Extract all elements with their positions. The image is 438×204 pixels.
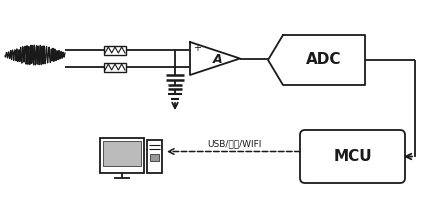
Text: +: + [193, 43, 201, 53]
Text: USB/蓝牙/WIFI: USB/蓝牙/WIFI [207, 139, 261, 148]
Polygon shape [190, 42, 240, 75]
Text: A: A [213, 53, 223, 66]
Bar [100, 138, 144, 173]
Bar [103, 141, 141, 166]
Text: MCU: MCU [333, 149, 372, 164]
Bar [104, 62, 126, 71]
Bar [147, 140, 162, 173]
Bar [104, 45, 126, 54]
Bar [150, 154, 159, 161]
Polygon shape [268, 35, 365, 85]
Text: ADC: ADC [306, 52, 342, 68]
FancyBboxPatch shape [300, 130, 405, 183]
